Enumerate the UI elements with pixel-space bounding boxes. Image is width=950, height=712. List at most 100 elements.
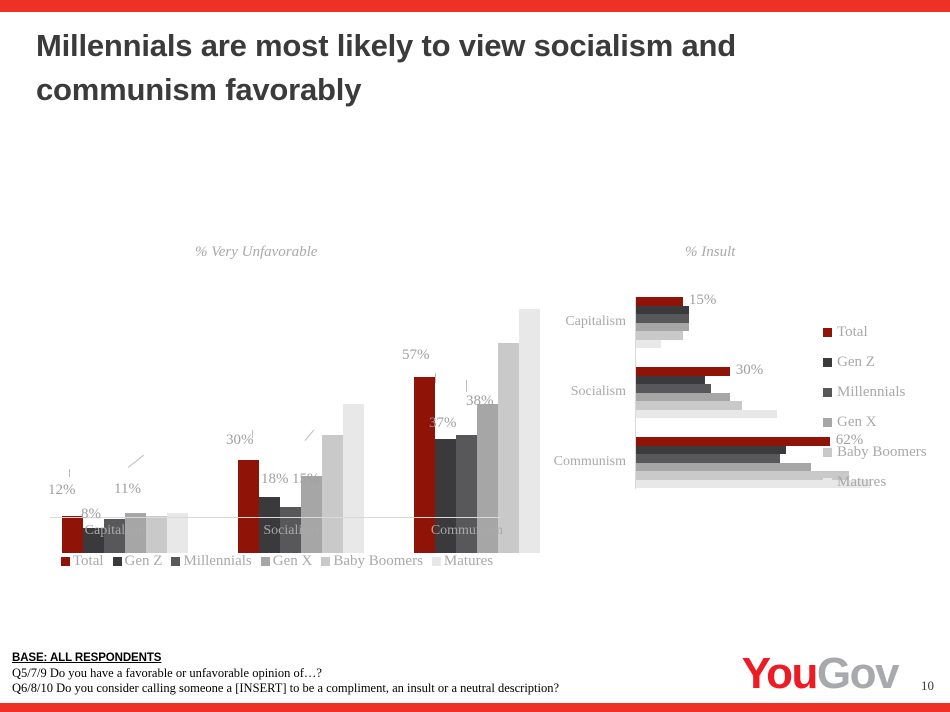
legend-item-total[interactable]: Total <box>60 553 104 570</box>
column-chart-data-label: 11% <box>114 480 141 497</box>
legend-swatch-icon <box>431 557 441 566</box>
slide-title: Millennials are most likely to view soci… <box>36 28 737 107</box>
column-bar <box>414 376 435 553</box>
legend-item-gen-z[interactable]: Gen Z <box>112 553 163 570</box>
legend-item-label: Baby Boomers <box>333 553 423 569</box>
legend-item-total[interactable]: Total <box>823 317 927 347</box>
legend-item-millennials[interactable]: Millennials <box>823 377 927 407</box>
column-bar <box>83 528 104 553</box>
column-chart-category-label: Socialism <box>263 523 319 538</box>
footer-notes: BASE: ALL RESPONDENTS Q5/7/9 Do you have… <box>12 651 559 696</box>
column-chart-data-label: 8% <box>81 506 101 523</box>
legend-item-matures[interactable]: Matures <box>823 467 927 497</box>
column-chart-plot-area <box>50 290 540 553</box>
legend-swatch-icon <box>823 447 832 457</box>
legend-item-matures[interactable]: Matures <box>431 553 494 570</box>
column-chart-data-label: 12% <box>48 481 76 498</box>
bar-chart-data-label: 30% <box>735 362 764 378</box>
footer-question-1: Q5/7/9 Do you have a favorable or unfavo… <box>12 666 322 680</box>
column-bar <box>498 342 519 553</box>
legend-swatch-icon <box>260 557 270 566</box>
data-label-leader-line <box>466 380 467 392</box>
bar-chart-data-label: 15% <box>688 292 717 308</box>
column-bar <box>62 515 83 553</box>
column-bar <box>259 497 280 553</box>
legend-item-label: Total <box>72 553 104 569</box>
legend-item-baby-boomers[interactable]: Baby Boomers <box>321 553 423 570</box>
legend-swatch-icon <box>171 557 181 566</box>
legend-item-baby-boomers[interactable]: Baby Boomers <box>823 437 927 467</box>
legend-swatch-icon <box>823 387 832 397</box>
horizontal-bar <box>636 401 743 410</box>
bar-chart-category-label: Capitalism <box>565 313 626 329</box>
column-bar <box>146 515 167 553</box>
column-chart-category-label: Capitalism <box>84 523 146 538</box>
horizontal-bar <box>636 462 811 471</box>
chart-title-insult: % Insult <box>685 244 736 260</box>
logo-gov-text: Gov <box>816 649 900 698</box>
legend-item-label: Matures <box>443 553 494 569</box>
legend-swatch-icon <box>823 357 832 367</box>
legend-item-gen-x[interactable]: Gen X <box>260 553 313 570</box>
bar-chart-axis-line <box>635 297 636 489</box>
footer-base-label: BASE: ALL RESPONDENTS <box>12 652 162 664</box>
top-accent-bar <box>0 0 950 12</box>
horizontal-bar <box>636 314 690 323</box>
horizontal-bar <box>636 384 711 393</box>
column-chart-data-label: 15% <box>292 470 320 487</box>
bar-chart-category-label: Communism <box>553 453 626 469</box>
bar-chart-plot-area <box>636 297 886 489</box>
column-chart-data-label: 38% <box>466 393 494 410</box>
horizontal-bar <box>636 437 830 446</box>
chart-title-very-unfavorable: % Very Unfavorable <box>195 244 318 260</box>
column-bar <box>456 435 477 553</box>
horizontal-bar <box>636 367 730 376</box>
column-bar <box>343 404 364 553</box>
column-bar <box>322 435 343 553</box>
page-number: 10 <box>921 678 934 693</box>
footer-question-2: Q6/8/10 Do you consider calling someone … <box>12 681 560 695</box>
bottom-accent-bar <box>0 703 950 712</box>
horizontal-bar <box>636 339 661 348</box>
chart-very-unfavorable: % Very Unfavorable Total Gen Z Millennials… <box>40 235 540 575</box>
legend-item-label: Gen X <box>837 413 877 430</box>
bar-chart-category-label: Socialism <box>570 383 626 399</box>
legend-item-label: Gen X <box>272 553 313 569</box>
data-label-leader-line <box>69 469 70 477</box>
horizontal-bar <box>636 445 786 454</box>
column-bar <box>519 308 540 553</box>
column-chart-category-label: Communism <box>430 523 504 538</box>
horizontal-bar <box>636 331 683 340</box>
column-bar <box>435 438 456 553</box>
data-label-leader-line <box>252 430 253 438</box>
horizontal-bar <box>636 297 683 306</box>
legend-swatch-icon <box>60 557 70 566</box>
horizontal-bar <box>636 471 849 480</box>
chart-insult: % Insult Total Gen Z Millennials Gen X Baby … <box>530 235 950 535</box>
logo-you-text: You <box>741 649 819 698</box>
legend-swatch-icon <box>823 327 832 337</box>
column-bar <box>301 475 322 553</box>
legend-item-millennials[interactable]: Millennials <box>171 553 252 570</box>
legend-item-label: Matures <box>837 473 887 490</box>
horizontal-bar <box>636 305 690 314</box>
legend-item-gen-x[interactable]: Gen X <box>823 407 927 437</box>
bar-chart-legend: Total Gen Z Millennials Gen X Baby Boomers Ma… <box>823 317 927 497</box>
horizontal-bar <box>636 479 871 488</box>
legend-swatch-icon <box>112 557 122 566</box>
horizontal-bar <box>636 322 690 331</box>
column-chart-legend: Total Gen Z Millennials Gen X Baby Boomers Ma… <box>52 553 502 570</box>
legend-item-label: Total <box>837 323 868 340</box>
column-chart-data-label: 30% <box>226 432 254 449</box>
column-bar <box>104 518 125 553</box>
legend-swatch-icon <box>321 557 331 566</box>
horizontal-bar <box>636 409 777 418</box>
column-chart-data-label: 37% <box>429 414 457 431</box>
legend-item-label: Millennials <box>183 553 252 569</box>
horizontal-bar <box>636 375 705 384</box>
legend-swatch-icon <box>823 417 832 427</box>
column-chart-data-label: 57% <box>402 346 430 363</box>
legend-item-label: Millennials <box>837 383 906 400</box>
legend-item-label: Gen Z <box>124 553 163 569</box>
legend-item-gen-z[interactable]: Gen Z <box>823 347 927 377</box>
